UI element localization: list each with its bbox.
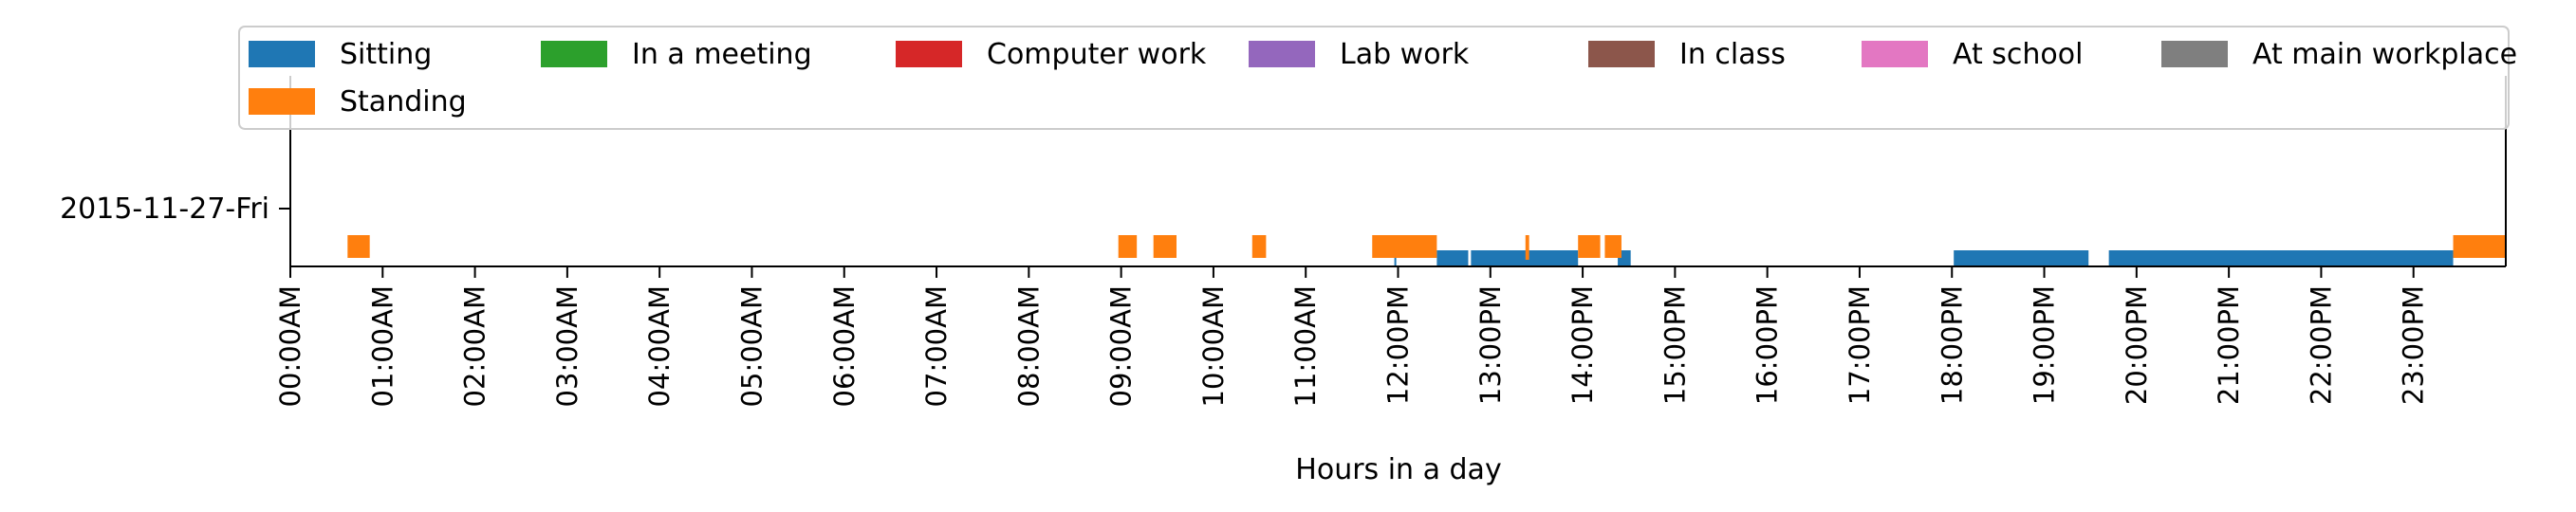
sitting-bar [1471, 250, 1579, 266]
x-tick-label: 10:00AM [1197, 285, 1230, 407]
sitting-bar [2108, 250, 2454, 266]
standing-bar [347, 235, 370, 258]
legend-label: In class [1679, 38, 1786, 71]
legend-swatch [541, 41, 607, 67]
x-tick-label: 03:00AM [551, 285, 584, 407]
legend-swatch [249, 88, 315, 115]
x-tick-label: 00:00AM [274, 285, 306, 407]
x-tick-label: 21:00PM [2213, 285, 2245, 405]
standing-bar [2453, 235, 2506, 258]
legend-label: At main workplace [2252, 38, 2517, 71]
x-tick-label: 08:00AM [1012, 285, 1045, 407]
standing-bar [1153, 235, 1177, 258]
x-tick-label: 09:00AM [1105, 285, 1138, 407]
legend-frame [238, 26, 2510, 130]
standing-bar [1525, 235, 1529, 260]
axes-layer: 2015-11-27-Fri 00:00AM 01:00AM 02:00AM 03:00… [60, 76, 2507, 407]
legend-label: In a meeting [632, 38, 812, 71]
x-tick-label: 04:00AM [643, 285, 676, 407]
x-tick-label: 01:00AM [366, 285, 398, 407]
legend-label: Sitting [340, 38, 432, 71]
legend-label: Computer work [987, 38, 1207, 71]
x-tick-label: 05:00AM [735, 285, 768, 407]
x-tick-label: 23:00PM [2398, 285, 2430, 405]
y-tick-label: 2015-11-27-Fri [60, 192, 269, 226]
x-tick-label: 13:00PM [1474, 285, 1507, 405]
sitting-bar [1436, 250, 1469, 266]
legend-swatch [1862, 41, 1928, 67]
legend-label: Lab work [1340, 38, 1470, 71]
x-tick-label: 02:00AM [459, 285, 491, 407]
standing-bar [1578, 235, 1601, 258]
standing-bar [1372, 235, 1437, 258]
x-tick-label: 17:00PM [1844, 285, 1876, 405]
x-tick-label: 19:00PM [2029, 285, 2061, 405]
x-axis-label: Hours in a day [1295, 453, 1501, 486]
standing-bar [1118, 235, 1138, 258]
legend-label: Standing [340, 85, 467, 119]
legend-swatch [896, 41, 962, 67]
standing-bar [1251, 235, 1267, 258]
x-tick-label: 12:00PM [1382, 285, 1415, 405]
legend-swatch [249, 41, 315, 67]
legend-swatch [1588, 41, 1655, 67]
legend-swatch [1249, 41, 1315, 67]
x-tick-label: 14:00PM [1566, 285, 1599, 405]
legend-swatch [2161, 41, 2228, 67]
legend-label: At school [1953, 38, 2083, 71]
sitting-bar [1954, 250, 2089, 266]
standing-bar [1604, 235, 1622, 258]
x-tick-label: 16:00PM [1751, 285, 1784, 405]
x-tick-label: 18:00PM [1936, 285, 1968, 405]
legend: Sitting In a meeting Computer work Lab work… [238, 26, 2517, 130]
x-tick-label: 06:00AM [828, 285, 861, 407]
x-tick-label: 07:00AM [920, 285, 953, 407]
x-tick-label: 15:00PM [1659, 285, 1691, 405]
x-tick-label: 11:00AM [1289, 285, 1322, 407]
bars-layer [347, 235, 2506, 266]
x-tick-label: 20:00PM [2121, 285, 2153, 405]
x-tick-label: 22:00PM [2305, 285, 2337, 405]
